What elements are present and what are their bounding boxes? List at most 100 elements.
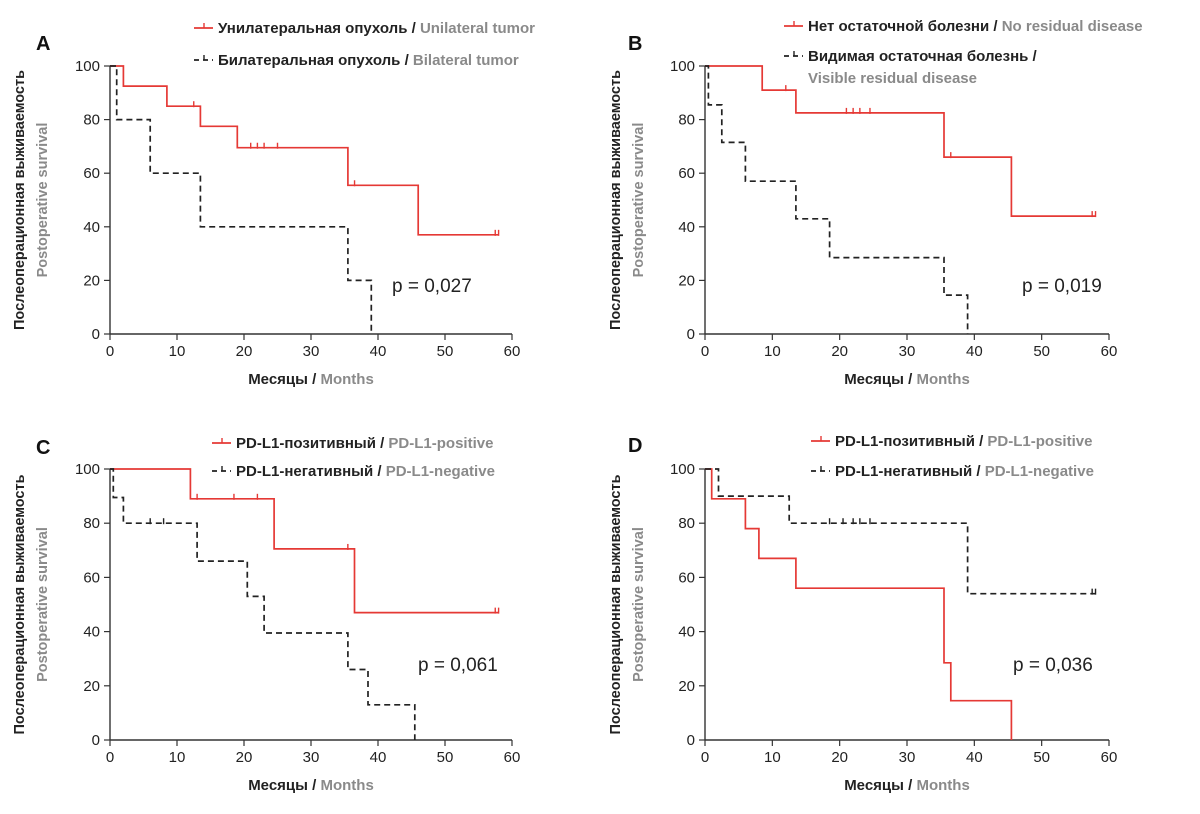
- x-axis-label: Месяцы / Months: [248, 371, 374, 388]
- survival-curve-2: [110, 468, 416, 740]
- x-tick-label: 0: [106, 749, 114, 766]
- y-tick-label: 60: [83, 569, 100, 586]
- y-tick-label: 0: [687, 732, 695, 749]
- p-value-label: p = 0,036: [1013, 655, 1093, 676]
- legend-entry-2: Билатеральная опухоль / Bilateral tumor: [194, 52, 519, 69]
- survival-curve-1: [705, 468, 1013, 740]
- x-tick-label: 50: [1033, 343, 1050, 360]
- x-tick-label: 0: [701, 749, 709, 766]
- x-tick-label: 60: [504, 749, 521, 766]
- chart-panel-a: A 0 10 20 30 40 50 60 0 20 40 60 80 100 Месяцы / Month…: [12, 20, 535, 388]
- legend-entry-1: PD-L1-позитивный / PD-L1-positive: [212, 435, 493, 452]
- y-tick-label: 80: [83, 112, 100, 129]
- x-tick-label: 20: [236, 343, 253, 360]
- x-tick-label: 20: [236, 749, 253, 766]
- y-axis-label-ru: Послеоперационная выживаемость: [12, 474, 28, 734]
- x-tick-label: 20: [831, 749, 848, 766]
- x-tick-label: 10: [169, 749, 186, 766]
- x-tick-label: 30: [899, 749, 916, 766]
- chart-panel-d: D 0 10 20 30 40 50 60 0 20 40 60 80 100 Месяцы / Month…: [608, 433, 1117, 794]
- legend-entry-1: Нет остаточной болезни / No residual dis…: [784, 18, 1143, 35]
- x-tick-label: 60: [1101, 749, 1118, 766]
- y-axis-label-ru: Послеоперационная выживаемость: [12, 70, 28, 330]
- y-tick-label: 100: [670, 461, 695, 478]
- legend-label: PD-L1-позитивный / PD-L1-positive: [835, 433, 1092, 450]
- y-tick-label: 100: [75, 461, 100, 478]
- y-tick-label: 100: [670, 58, 695, 75]
- x-tick-label: 40: [966, 749, 983, 766]
- y-axis-label-en: Postoperative survival: [631, 527, 647, 682]
- x-tick-label: 60: [504, 343, 521, 360]
- legend-label: PD-L1-позитивный / PD-L1-positive: [236, 435, 493, 452]
- survival-curve-2: [705, 65, 969, 334]
- x-tick-label: 20: [831, 343, 848, 360]
- legend-entry-2: PD-L1-негативный / PD-L1-negative: [811, 463, 1094, 480]
- y-tick-label: 100: [75, 58, 100, 75]
- y-tick-label: 60: [678, 165, 695, 182]
- legend-label: PD-L1-негативный / PD-L1-negative: [236, 463, 495, 480]
- x-tick-label: 0: [106, 343, 114, 360]
- panel-label: A: [36, 33, 50, 55]
- y-tick-label: 0: [92, 326, 100, 343]
- legend-label: Видимая остаточная болезнь / Visible res…: [808, 48, 1041, 87]
- legend-entry-2: Видимая остаточная болезнь / Visible res…: [784, 48, 1041, 87]
- panel-label: D: [628, 435, 642, 457]
- y-tick-label: 20: [678, 272, 695, 289]
- x-axis-label: Месяцы / Months: [844, 371, 970, 388]
- y-axis-label: Послеоперационная выживаемость Postoperat…: [12, 70, 51, 330]
- p-value-label: p = 0,061: [418, 655, 498, 676]
- y-axis-label-en: Postoperative survival: [35, 527, 51, 682]
- y-tick-label: 60: [678, 569, 695, 586]
- y-axis-label: Послеоперационная выживаемость Postoperat…: [608, 474, 647, 734]
- survival-curve-1: [705, 65, 1096, 217]
- p-value-label: p = 0,019: [1022, 276, 1102, 297]
- survival-curve-2: [110, 65, 373, 334]
- x-tick-label: 40: [370, 749, 387, 766]
- y-tick-label: 0: [687, 326, 695, 343]
- legend-label: Унилатеральная опухоль / Unilateral tumo…: [218, 20, 535, 37]
- y-axis-label-en: Postoperative survival: [631, 123, 647, 278]
- x-axis-label: Месяцы / Months: [844, 777, 970, 794]
- panel-label: B: [628, 33, 642, 55]
- y-axis-label: Послеоперационная выживаемость Postoperat…: [608, 70, 647, 330]
- survival-curve-1: [110, 468, 499, 614]
- y-tick-label: 40: [83, 624, 100, 641]
- y-tick-label: 80: [678, 515, 695, 532]
- y-tick-label: 20: [83, 272, 100, 289]
- x-tick-label: 30: [303, 749, 320, 766]
- survival-curve-1: [110, 65, 499, 236]
- y-tick-label: 0: [92, 732, 100, 749]
- x-tick-label: 50: [437, 343, 454, 360]
- p-value-label: p = 0,027: [392, 276, 472, 297]
- legend-entry-1: Унилатеральная опухоль / Unilateral tumo…: [194, 20, 535, 37]
- x-tick-label: 10: [764, 749, 781, 766]
- x-tick-label: 10: [764, 343, 781, 360]
- legend-label: Нет остаточной болезни / No residual dis…: [808, 18, 1143, 35]
- x-tick-label: 50: [437, 749, 454, 766]
- panel-label: C: [36, 437, 50, 459]
- chart-panel-b: B 0 10 20 30 40 50 60 0 20 40 60 80 100 Месяцы / Month…: [608, 18, 1143, 388]
- x-tick-label: 50: [1033, 749, 1050, 766]
- y-tick-label: 40: [678, 624, 695, 641]
- x-axis-label: Месяцы / Months: [248, 777, 374, 794]
- x-tick-label: 30: [303, 343, 320, 360]
- chart-panel-c: C 0 10 20 30 40 50 60 0 20 40 60 80 100 Месяцы / Month…: [12, 435, 520, 794]
- y-axis-label-ru: Послеоперационная выживаемость: [608, 474, 624, 734]
- legend-label: PD-L1-негативный / PD-L1-negative: [835, 463, 1094, 480]
- y-tick-label: 40: [678, 219, 695, 236]
- x-tick-label: 30: [899, 343, 916, 360]
- y-axis-label-en: Postoperative survival: [35, 123, 51, 278]
- legend-entry-1: PD-L1-позитивный / PD-L1-positive: [811, 433, 1092, 450]
- y-axis-label-ru: Послеоперационная выживаемость: [608, 70, 624, 330]
- x-tick-label: 10: [169, 343, 186, 360]
- survival-curve-2: [705, 468, 1096, 595]
- x-tick-label: 40: [966, 343, 983, 360]
- y-tick-label: 40: [83, 219, 100, 236]
- x-tick-label: 40: [370, 343, 387, 360]
- legend-entry-2: PD-L1-негативный / PD-L1-negative: [212, 463, 495, 480]
- y-axis-label: Послеоперационная выживаемость Postoperat…: [12, 474, 51, 734]
- legend-label: Билатеральная опухоль / Bilateral tumor: [218, 52, 519, 69]
- y-tick-label: 20: [678, 678, 695, 695]
- y-tick-label: 60: [83, 165, 100, 182]
